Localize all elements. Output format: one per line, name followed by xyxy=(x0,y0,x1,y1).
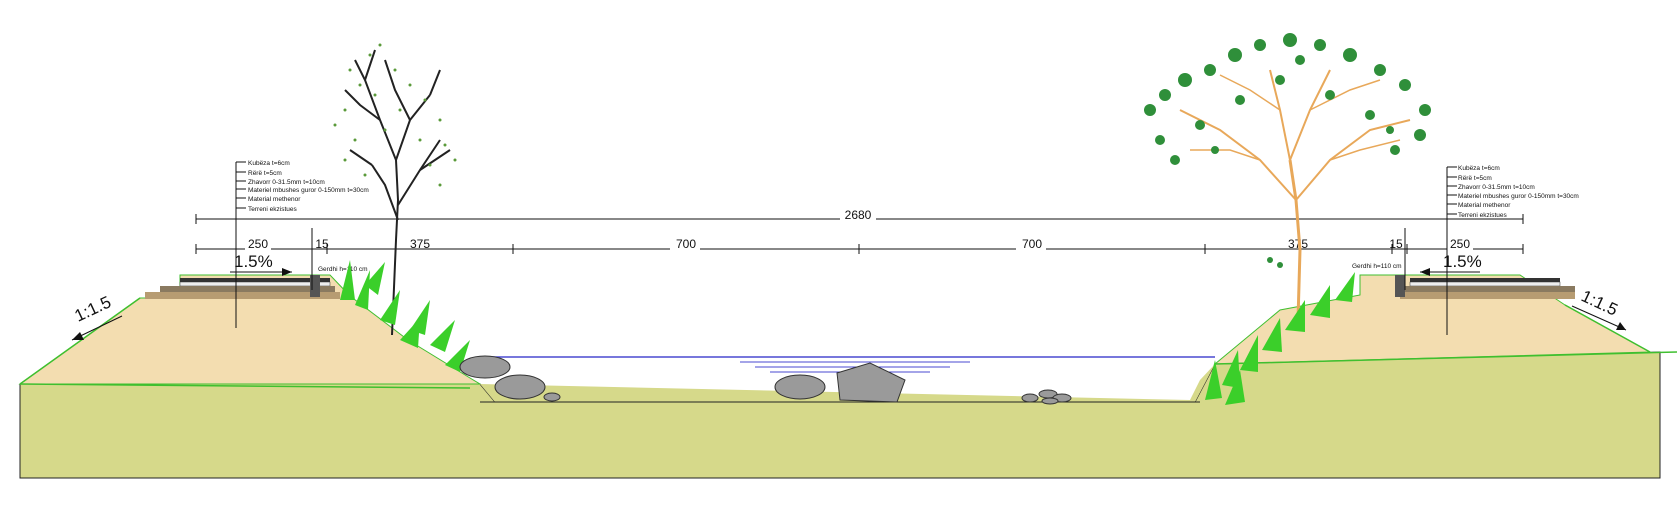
left-layer-2: Rërë t=5cm xyxy=(248,170,282,177)
right-layer-3: Zhavorr 0-31.5mm t=10cm xyxy=(1458,184,1535,191)
right-pavement xyxy=(1395,275,1575,299)
dim-channel-left: 700 xyxy=(676,237,696,251)
right-layer-6: Terreni ekzistues xyxy=(1458,212,1508,219)
left-layer-6: Terreni ekzistues xyxy=(248,206,298,213)
left-layer-1: Kubëza t=6cm xyxy=(248,160,290,167)
dim-total: 2680 xyxy=(845,208,872,222)
right-layer-callout: Kubëza t=6cm Rërë t=5cm Zhavorr 0-31.5mm… xyxy=(1446,165,1579,335)
left-layer-callout: Kubëza t=6cm Rërë t=5cm Zhavorr 0-31.5mm… xyxy=(235,160,369,328)
left-pavement xyxy=(145,275,340,299)
dim-right-curb: 15 xyxy=(1389,237,1403,251)
right-tree-icon xyxy=(1144,33,1431,321)
left-vegetation xyxy=(340,260,470,372)
channel-bed xyxy=(480,364,1215,402)
left-fence-note: Gerdhi h=110 cm xyxy=(318,266,368,273)
rocks xyxy=(459,355,1072,405)
left-grade-label: 1.5% xyxy=(234,252,273,271)
left-grade-arrow: 1.5% xyxy=(230,252,292,276)
right-vegetation xyxy=(1205,272,1355,405)
dim-right-berm: 250 xyxy=(1450,237,1470,251)
left-tree-leaves xyxy=(333,43,457,187)
left-layer-5: Material methenor xyxy=(248,196,301,203)
left-layer-3: Zhavorr 0-31.5mm t=10cm xyxy=(248,179,325,186)
dim-channel-right: 700 xyxy=(1022,237,1042,251)
dim-left-berm: 250 xyxy=(248,237,268,251)
right-fence-note: Gerdhi h=110 cm xyxy=(1352,263,1402,270)
dim-left-slope: 375 xyxy=(410,237,430,251)
right-layer-1: Kubëza t=6cm xyxy=(1458,165,1500,172)
right-grade-label: 1.5% xyxy=(1443,252,1482,271)
right-grade-arrow: 1.5% xyxy=(1420,252,1482,276)
right-layer-4: Materiel mbushes guror 0-150mm t=30cm xyxy=(1458,193,1579,200)
dim-left-curb: 15 xyxy=(315,237,329,251)
right-layer-5: Material methenor xyxy=(1458,202,1511,209)
left-layer-4: Materiel mbushes guror 0-150mm t=30cm xyxy=(248,187,369,194)
right-layer-2: Rërë t=5cm xyxy=(1458,175,1492,182)
right-embankment-label: 1:1.5 xyxy=(1578,286,1620,319)
left-tree-icon xyxy=(344,49,451,336)
